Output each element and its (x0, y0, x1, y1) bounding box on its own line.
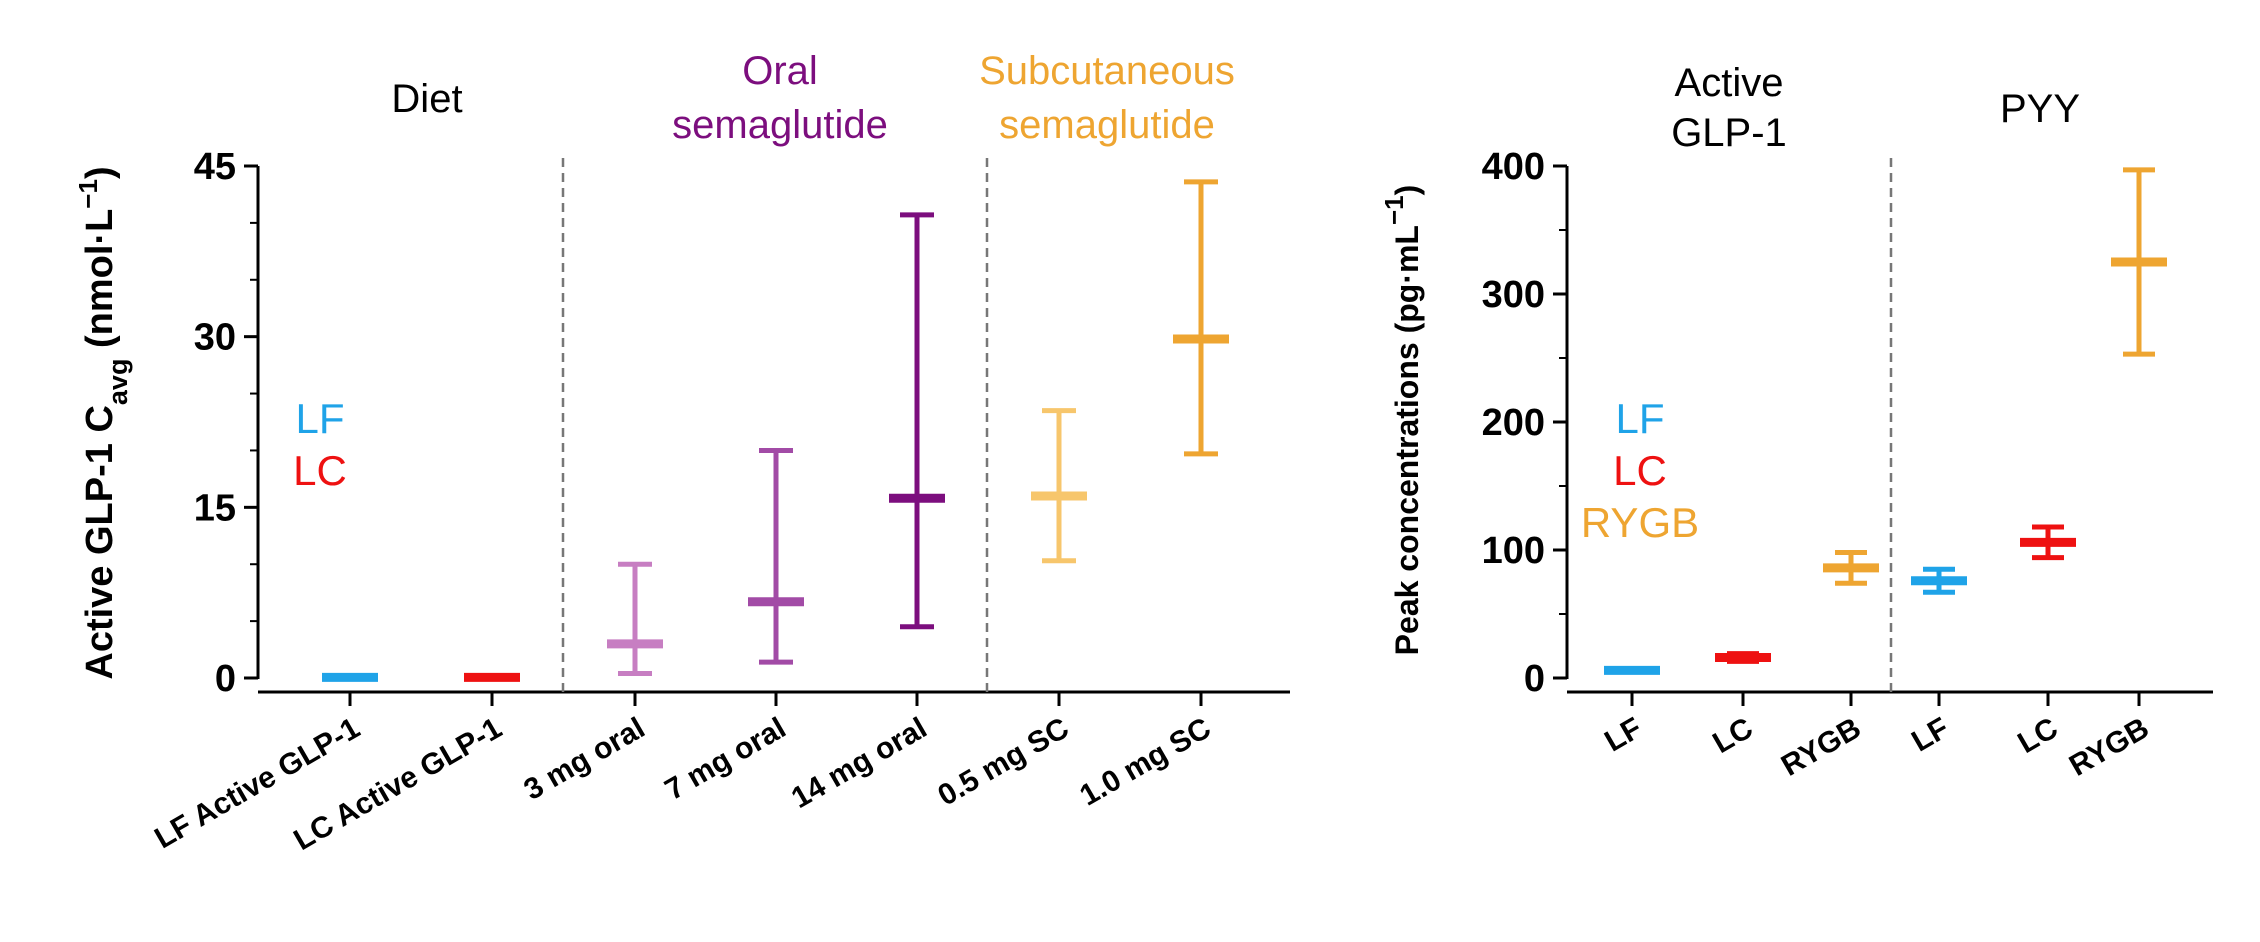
y-tick-label: 0 (1524, 658, 1545, 700)
error-bar (607, 561, 663, 676)
y-axis-title: Peak concentrations (pg·mL−1) (1379, 185, 1425, 656)
y-axis-title-exponent: −1 (1379, 195, 1409, 225)
y-tick-label: 100 (1482, 530, 1545, 572)
y-tick-label: 45 (194, 146, 236, 188)
legend-entry: LF (295, 395, 344, 442)
group-label: semaglutide (999, 103, 1215, 147)
legend-entry: LF (1615, 395, 1664, 442)
x-tick-label: 7 mg oral (659, 711, 791, 806)
y-tick-label: 400 (1482, 146, 1545, 188)
error-bar (1604, 665, 1660, 675)
x-tick-label: 3 mg oral (518, 711, 650, 806)
y-tick-label: 30 (194, 317, 236, 359)
error-bar (1823, 550, 1879, 586)
y-tick-label: 0 (215, 658, 236, 700)
x-tick-label: 1.0 mg SC (1074, 711, 1216, 812)
legend-entry: LC (1613, 447, 1667, 494)
y-axis-title-exponent: −1 (73, 179, 103, 209)
group-label: semaglutide (672, 103, 888, 147)
error-bar (1715, 651, 1771, 664)
y-axis-title-end: ) (1389, 185, 1425, 196)
x-tick-label: 0.5 mg SC (932, 711, 1074, 812)
error-bar (889, 212, 945, 630)
y-tick-label: 300 (1482, 274, 1545, 316)
x-tick-label: RYGB (1776, 711, 1867, 782)
x-tick-label: RYGB (2064, 711, 2155, 782)
group-label: Active (1675, 61, 1784, 105)
y-tick-label: 15 (194, 487, 236, 529)
y-axis-title-unit: (nmol·L (79, 209, 121, 359)
x-tick-label: 14 mg oral (786, 711, 932, 815)
error-bar (1173, 179, 1229, 457)
y-axis-title-main: Peak concentrations (pg·mL (1389, 225, 1425, 655)
error-bar (748, 447, 804, 665)
y-axis-title-main: Active GLP-1 C (79, 405, 121, 680)
x-tick-label: LC (2012, 711, 2063, 760)
legend-entry: LC (293, 447, 347, 494)
group-label: Subcutaneous (979, 49, 1235, 93)
group-label: Oral (742, 49, 818, 93)
x-tick-label: LC (1707, 711, 1758, 760)
error-bar (464, 672, 520, 682)
group-label: Diet (391, 77, 462, 121)
error-bar (322, 672, 378, 682)
error-bar (2020, 524, 2076, 561)
legend-entry: RYGB (1581, 499, 1699, 546)
y-tick-label: 200 (1482, 402, 1545, 444)
y-axis-title-subscript: avg (103, 359, 133, 406)
x-tick-label: LF (1906, 711, 1954, 758)
error-bar (2111, 167, 2167, 357)
x-tick-label: LF (1599, 711, 1647, 758)
group-label: GLP-1 (1671, 111, 1787, 155)
error-bar (1911, 566, 1967, 595)
y-axis-title: Active GLP-1 Cavg (nmol·L−1) (73, 166, 133, 679)
y-axis-title-end: ) (79, 166, 121, 179)
error-bar (1031, 408, 1087, 564)
group-label: PYY (2000, 87, 2080, 131)
